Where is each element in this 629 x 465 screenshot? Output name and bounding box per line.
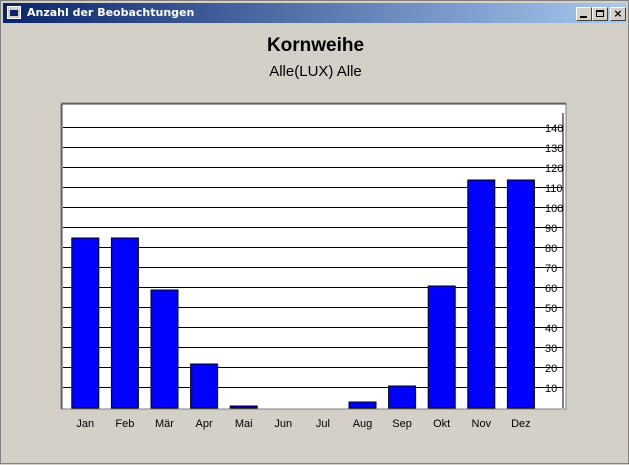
y-tick-label: 60 xyxy=(545,283,557,295)
y-tick-label: 90 xyxy=(545,223,557,235)
y-tick-label: 120 xyxy=(545,163,563,175)
x-tick-label: Okt xyxy=(433,418,450,430)
y-tick-label: 130 xyxy=(545,143,563,155)
y-tick-label: 20 xyxy=(545,363,557,375)
bar xyxy=(388,385,417,409)
bar xyxy=(348,401,377,409)
app-icon[interactable] xyxy=(7,6,21,19)
chart-subtitle: Alle(LUX) Alle xyxy=(269,63,362,80)
y-tick-label: 140 xyxy=(545,123,563,135)
chart-title: Kornweihe xyxy=(266,35,365,56)
y-tick-label: 50 xyxy=(545,303,557,315)
x-tick-label: Jun xyxy=(274,418,292,430)
minimize-icon xyxy=(580,16,587,18)
bar xyxy=(506,179,535,409)
y-tick-label: 40 xyxy=(545,323,557,335)
bar xyxy=(150,289,179,409)
maximize-icon xyxy=(596,10,604,17)
close-icon: × xyxy=(613,7,623,20)
x-tick-label: Apr xyxy=(196,418,213,430)
x-tick-label: Mär xyxy=(155,418,174,430)
x-tick-label: Jan xyxy=(76,418,94,430)
maximize-button[interactable] xyxy=(592,7,608,21)
bar xyxy=(110,237,139,409)
y-tick-label: 10 xyxy=(545,383,557,395)
x-tick-label: Feb xyxy=(115,418,134,430)
x-tick-label: Jul xyxy=(316,418,330,430)
window-title: Anzahl der Beobachtungen xyxy=(27,6,195,19)
close-button[interactable]: × xyxy=(610,7,626,21)
bar xyxy=(467,179,496,409)
y-tick-label: 80 xyxy=(545,243,557,255)
y-tick-label: 30 xyxy=(545,343,557,355)
bar xyxy=(71,237,100,409)
x-tick-label: Nov xyxy=(472,418,492,430)
bar xyxy=(190,363,219,409)
x-tick-label: Dez xyxy=(511,418,531,430)
x-tick-label: Mai xyxy=(235,418,253,430)
y-tick-label: 70 xyxy=(545,263,557,275)
y-tick-label: 110 xyxy=(545,183,563,195)
x-tick-label: Sep xyxy=(392,418,412,430)
bar xyxy=(427,285,456,409)
y-tick-label: 100 xyxy=(545,203,563,215)
bar xyxy=(229,405,258,409)
title-bar[interactable]: Anzahl der Beobachtungen × xyxy=(3,3,626,23)
minimize-button[interactable] xyxy=(576,7,592,21)
x-tick-label: Aug xyxy=(353,418,373,430)
